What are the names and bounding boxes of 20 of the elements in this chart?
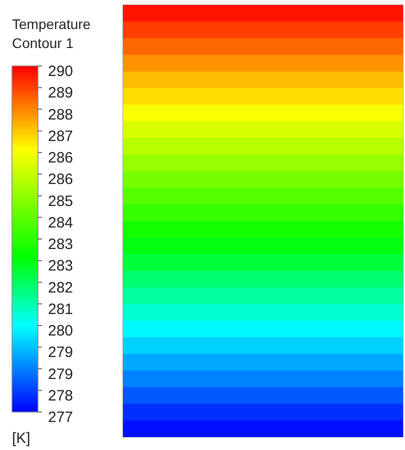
- color-bar-label: 284: [48, 214, 74, 232]
- color-bar-label: 290: [48, 63, 74, 80]
- text: Temperature: [12, 16, 91, 32]
- color-bar-label: 286: [48, 150, 74, 166]
- text: Contour 1: [12, 35, 74, 51]
- color-bar-label: 287: [48, 128, 74, 145]
- color-bar-label: 278: [48, 387, 74, 404]
- color-bar-label: 282: [48, 279, 74, 296]
- color-bar-label: 277: [48, 409, 74, 426]
- color-bar-label: 280: [48, 322, 74, 340]
- color-bar-label: 285: [48, 192, 74, 210]
- color-bar-label: 289: [48, 84, 74, 102]
- color-bar-label: 283: [48, 236, 74, 253]
- color-bar-label: 283: [48, 258, 74, 275]
- color-bar-label: 286: [48, 171, 74, 188]
- color-bar-label: 288: [48, 106, 74, 124]
- color-bar-label: 281: [48, 300, 74, 318]
- color-bar-label: 279: [48, 366, 74, 383]
- color-bar-title: [K]: [12, 430, 30, 447]
- color-bar-label: 279: [48, 344, 74, 362]
